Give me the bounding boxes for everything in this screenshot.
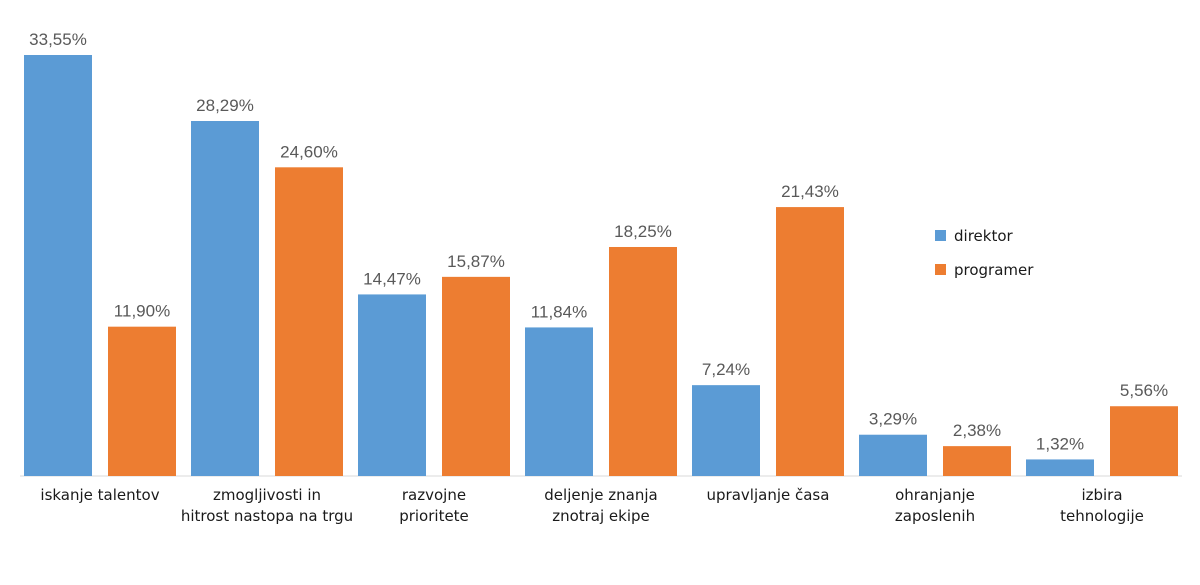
data-label-direktor-1: 28,29%	[196, 96, 254, 115]
bar-programer-1	[275, 167, 343, 476]
bar-programer-0	[108, 326, 176, 476]
data-label-programer-2: 15,87%	[447, 252, 505, 271]
bar-direktor-5	[859, 434, 927, 476]
data-label-programer-5: 2,38%	[953, 421, 1001, 440]
legend-label-programer: programer	[954, 261, 1034, 279]
category-label-0: iskanje talentov	[40, 486, 159, 504]
data-label-direktor-6: 1,32%	[1036, 434, 1084, 453]
bar-programer-4	[776, 207, 844, 476]
bar-direktor-1	[191, 121, 259, 477]
data-label-direktor-5: 3,29%	[869, 410, 917, 429]
bar-direktor-6	[1026, 459, 1094, 476]
value-labels-group: 33,55% 11,90% 28,29% 24,60% 14,47% 15,87% 11,8…	[29, 30, 1168, 453]
bar-direktor-3	[525, 327, 593, 476]
bar-programer-5	[943, 446, 1011, 476]
category-label-1: zmogljivosti in hitrost nastopa na trgu	[181, 486, 353, 525]
category-labels-group: iskanje talentov zmogljivosti in hitrost n…	[40, 486, 1143, 525]
category-label-6: izbira tehnologije	[1060, 486, 1144, 525]
data-label-direktor-3: 11,84%	[531, 302, 587, 321]
category-label-2: razvojne prioritete	[399, 486, 469, 525]
data-label-direktor-4: 7,24%	[702, 360, 750, 379]
bar-direktor-2	[358, 294, 426, 476]
data-label-direktor-2: 14,47%	[363, 269, 421, 288]
bars-group	[24, 55, 1178, 477]
legend: direktor programer	[935, 227, 1034, 279]
data-label-programer-3: 18,25%	[614, 222, 672, 241]
bar-direktor-4	[692, 385, 760, 476]
category-label-3: deljenje znanja znotraj ekipe	[544, 486, 657, 525]
bar-programer-3	[609, 246, 677, 476]
data-label-programer-1: 24,60%	[280, 142, 338, 161]
bar-programer-2	[442, 276, 510, 476]
legend-swatch-programer	[935, 264, 946, 275]
data-label-direktor-0: 33,55%	[29, 30, 87, 49]
data-label-programer-4: 21,43%	[781, 182, 839, 201]
data-label-programer-0: 11,90%	[114, 302, 170, 321]
legend-swatch-direktor	[935, 230, 946, 241]
data-label-programer-6: 5,56%	[1120, 381, 1168, 400]
bar-direktor-0	[24, 55, 92, 476]
bar-programer-6	[1110, 406, 1178, 476]
legend-label-direktor: direktor	[954, 227, 1014, 245]
category-label-5: ohranjanje zaposlenih	[895, 486, 975, 525]
category-label-4: upravljanje časa	[707, 486, 830, 504]
